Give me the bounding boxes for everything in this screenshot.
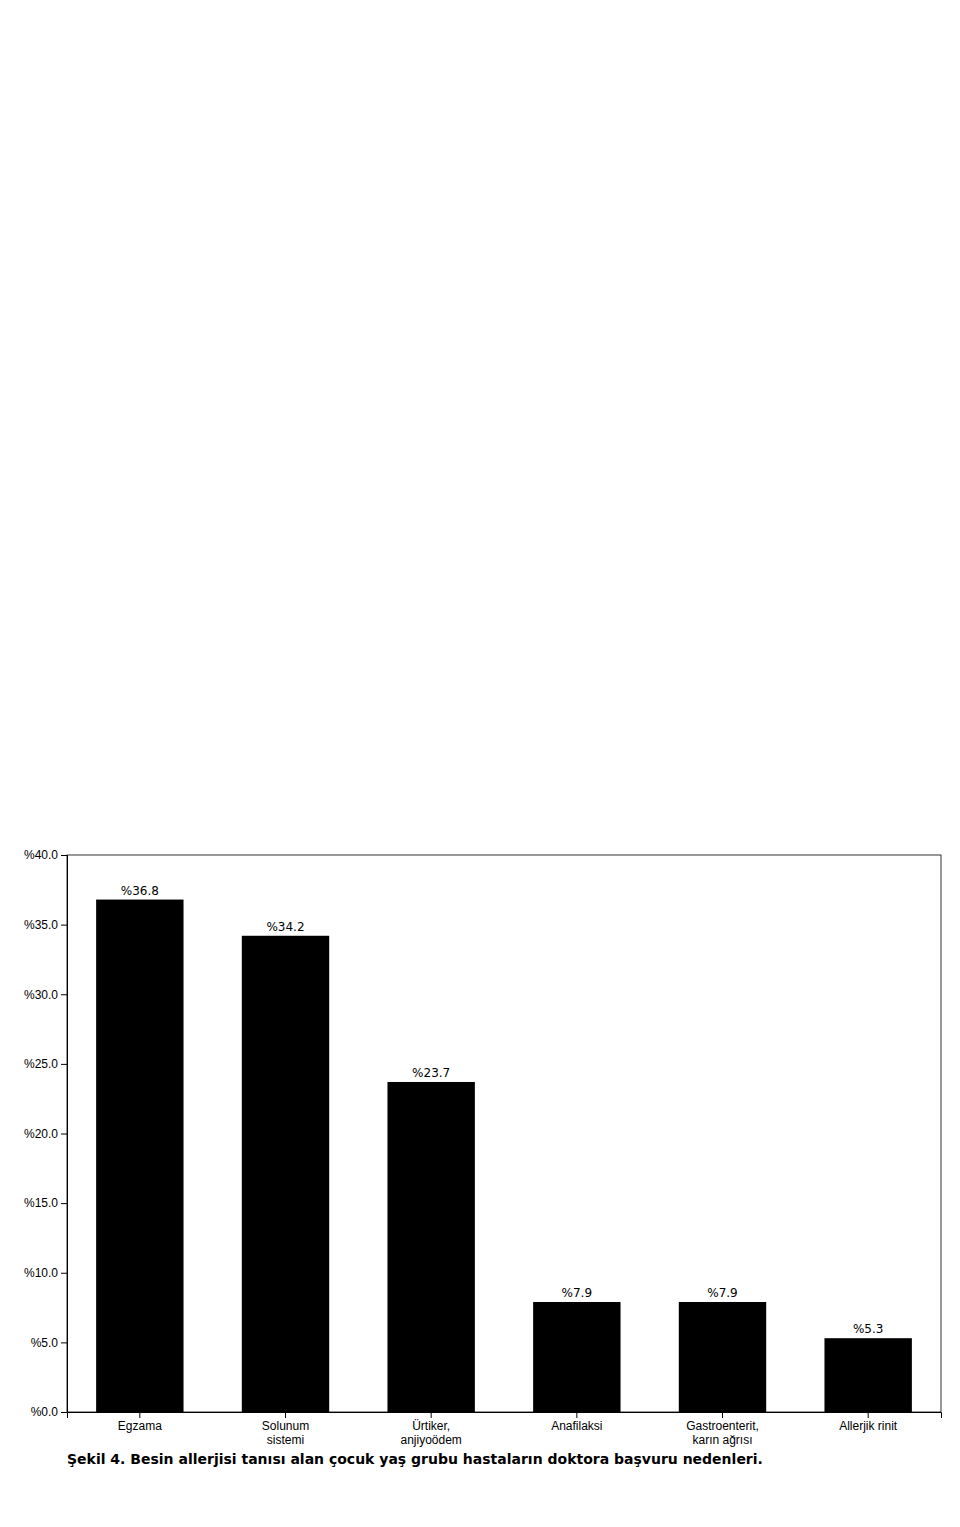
x-tick: Allerjik rinit [839,1412,898,1433]
x-tick: Ürtiker,anjiyoödem [400,1412,461,1447]
data-label: %7.9 [707,1286,738,1300]
y-tick-label: %30.0 [24,988,58,1002]
x-tick-label: Gastroenterit,karın ağrısı [686,1419,759,1447]
y-tick: %20.0 [24,1127,67,1141]
x-axis-line [68,1413,942,1419]
x-tick: Egzama [118,1412,162,1433]
y-axis: %0.0 %5.0 %10.0 %15.0 %20.0 %25.0 %30.0 %35.0 %4… [24,848,68,1419]
x-tick-label: Anafilaksi [551,1419,602,1433]
bars [96,900,912,1412]
x-tick-mark [431,1412,432,1418]
y-axis-line [61,856,68,1413]
y-tick-mark [61,1134,67,1135]
y-tick-mark [61,925,67,926]
x-tick-mark [868,1412,869,1418]
y-tick: %35.0 [24,918,67,932]
y-tick-mark [61,1064,67,1065]
y-tick: %40.0 [24,848,67,862]
y-tick-mark [61,1203,67,1204]
plot-frame [67,855,941,1412]
bar [824,1338,911,1412]
y-tick-mark [61,1273,67,1274]
data-label: %34.2 [266,920,304,934]
y-tick: %25.0 [24,1057,67,1071]
data-label: %7.9 [562,1286,593,1300]
y-tick: %30.0 [24,988,67,1002]
y-tick-label: %25.0 [24,1057,58,1071]
y-tick-mark [61,1342,67,1343]
x-tick-label: Allerjik rinit [839,1419,898,1433]
x-tick-mark [139,1412,140,1418]
x-tick: Solunumsistemi [262,1412,309,1447]
y-tick-label: %40.0 [24,848,58,862]
y-tick-label: %20.0 [24,1127,58,1141]
x-axis: Egzama Solunumsistemi Ürtiker,anjiyoödem An… [68,1412,942,1447]
bar [533,1302,620,1412]
y-tick: %10.0 [24,1266,67,1280]
x-tick-label: Ürtiker,anjiyoödem [400,1419,461,1447]
y-tick: %0.0 [31,1405,67,1419]
x-tick-label: Egzama [118,1419,162,1433]
title: Şekil 4. Besin allerjisi tanısı alan çoc… [67,1451,763,1467]
y-tick-label: %35.0 [24,918,58,932]
x-tick-mark [576,1412,577,1418]
y-tick-label: %5.0 [31,1336,59,1350]
chart: %0.0 %5.0 %10.0 %15.0 %20.0 %25.0 %30.0 %35.0 %4… [0,0,960,1527]
y-tick-label: %0.0 [31,1405,59,1419]
data-label: %36.8 [121,884,159,898]
bar [96,900,183,1412]
data-label: %5.3 [853,1322,884,1336]
y-tick: %15.0 [24,1196,67,1210]
data-labels: %36.8 %34.2 %23.7 %7.9 %7.9 %5.3 [121,884,884,1337]
y-tick: %5.0 [31,1336,67,1350]
bar [387,1082,474,1412]
y-tick-label: %10.0 [24,1266,58,1280]
x-tick-mark [285,1412,286,1418]
x-tick: Gastroenterit,karın ağrısı [686,1412,759,1447]
y-tick-mark [61,1412,67,1413]
data-label: %23.7 [412,1066,450,1080]
y-tick-mark [61,855,67,856]
plot-area: %0.0 %5.0 %10.0 %15.0 %20.0 %25.0 %30.0 %35.0 %4… [24,848,942,1447]
bar [679,1302,766,1412]
y-tick-label: %15.0 [24,1196,58,1210]
x-tick-label: Solunumsistemi [262,1419,309,1447]
x-tick: Anafilaksi [551,1412,602,1433]
x-tick-mark [722,1412,723,1418]
bar [242,936,329,1412]
y-tick-mark [61,994,67,995]
